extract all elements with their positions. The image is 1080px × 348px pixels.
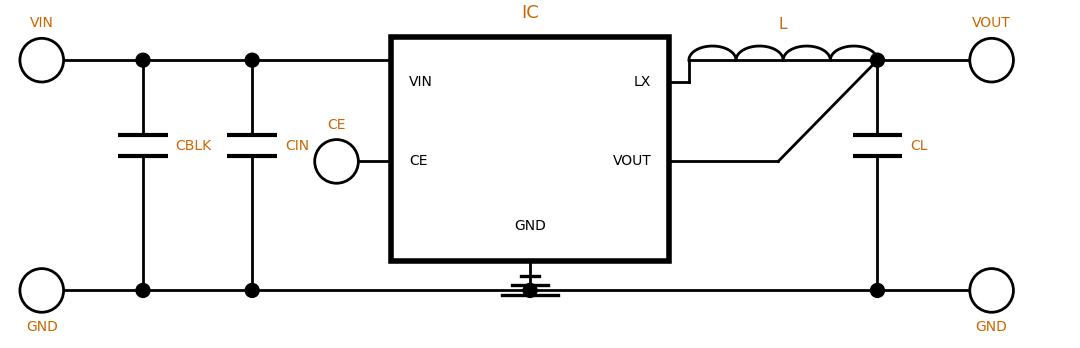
Bar	[391, 37, 669, 261]
Text: CE: CE	[409, 155, 428, 168]
Text: CE: CE	[327, 118, 346, 132]
Text: VIN: VIN	[409, 75, 433, 89]
Circle shape	[870, 53, 885, 67]
Circle shape	[245, 53, 259, 67]
Circle shape	[870, 284, 885, 298]
Circle shape	[136, 284, 150, 298]
Circle shape	[245, 284, 259, 298]
Text: CBLK: CBLK	[176, 139, 212, 152]
Text: CIN: CIN	[285, 139, 309, 152]
Text: GND: GND	[514, 219, 546, 233]
Text: VOUT: VOUT	[972, 16, 1011, 30]
Circle shape	[136, 53, 150, 67]
Circle shape	[19, 38, 64, 82]
Text: L: L	[779, 17, 787, 32]
Circle shape	[314, 140, 359, 183]
Text: CL: CL	[910, 139, 928, 152]
Text: VIN: VIN	[30, 16, 54, 30]
Circle shape	[970, 269, 1013, 312]
Text: IC: IC	[522, 5, 539, 23]
Text: GND: GND	[26, 320, 57, 334]
Circle shape	[523, 284, 537, 298]
Text: VOUT: VOUT	[612, 155, 651, 168]
Circle shape	[19, 269, 64, 312]
Text: LX: LX	[634, 75, 651, 89]
Circle shape	[970, 38, 1013, 82]
Text: GND: GND	[975, 320, 1008, 334]
